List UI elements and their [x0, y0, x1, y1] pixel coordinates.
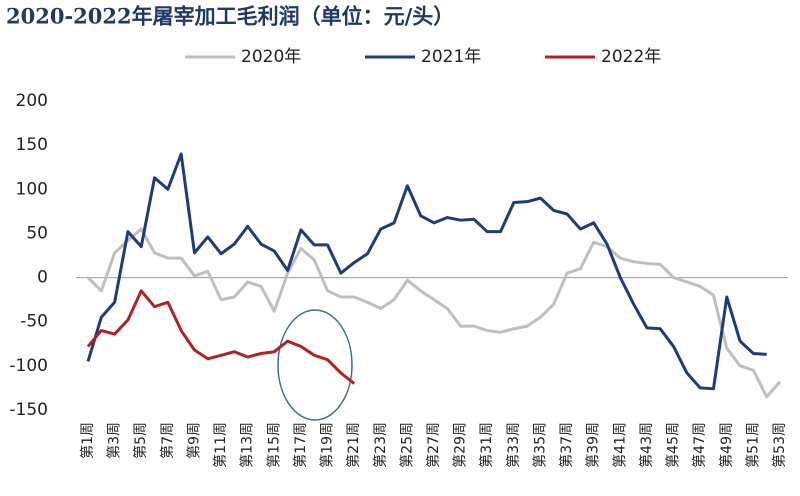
x-tick-label: 第23周: [372, 422, 389, 468]
y-tick-label: -100: [9, 356, 48, 376]
x-tick-label: 第17周: [292, 422, 309, 468]
x-tick-label: 第41周: [611, 422, 628, 468]
y-tick-label: -150: [9, 400, 48, 420]
y-tick-label: 100: [16, 179, 48, 199]
x-tick-label: 第49周: [718, 422, 735, 468]
y-tick-label: 150: [16, 135, 48, 155]
series-line: [86, 289, 356, 385]
x-tick-label: 第43周: [638, 422, 655, 468]
x-tick-label: 第31周: [478, 422, 495, 468]
series-line: [86, 227, 782, 399]
x-tick-label: 第1周: [79, 422, 96, 459]
legend-label: 2021年: [421, 47, 481, 67]
x-tick-label: 第47周: [691, 422, 708, 468]
x-tick-label: 第29周: [452, 422, 469, 468]
x-tick-label: 第13周: [239, 422, 256, 468]
legend-label: 2020年: [241, 47, 301, 67]
x-tick-label: 第39周: [585, 422, 602, 468]
legend-label: 2022年: [601, 47, 661, 67]
y-tick-label: 50: [26, 223, 48, 243]
highlight-ellipse: [277, 309, 353, 421]
x-tick-label: 第35周: [531, 422, 548, 468]
x-tick-label: 第51周: [744, 422, 761, 468]
x-tick-label: 第45周: [665, 422, 682, 468]
x-tick-label: 第33周: [505, 422, 522, 468]
x-tick-label: 第15周: [265, 422, 282, 468]
chart-title: 2020-2022年屠宰加工毛利润（单位：元/头）: [6, 4, 454, 29]
x-tick-label: 第53周: [771, 422, 788, 468]
x-tick-label: 第19周: [319, 422, 336, 468]
y-tick-label: -50: [20, 312, 48, 332]
x-tick-label: 第11周: [212, 422, 229, 468]
x-tick-label: 第9周: [185, 422, 202, 459]
x-tick-label: 第21周: [345, 422, 362, 468]
x-tick-label: 第25周: [398, 422, 415, 468]
y-tick-label: 200: [16, 91, 48, 111]
x-tick-label: 第5周: [132, 422, 149, 459]
y-tick-label: 0: [37, 268, 48, 288]
x-tick-label: 第37周: [558, 422, 575, 468]
x-tick-label: 第3周: [106, 422, 123, 459]
series-line: [86, 152, 767, 391]
x-tick-label: 第27周: [425, 422, 442, 468]
x-tick-label: 第7周: [159, 422, 176, 459]
